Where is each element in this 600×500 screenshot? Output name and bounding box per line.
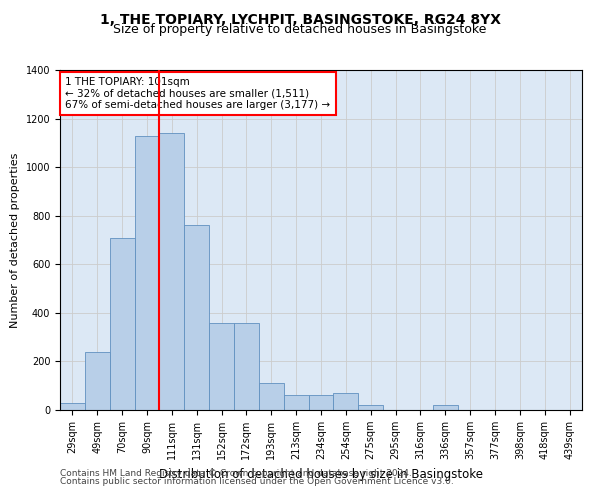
Text: Contains public sector information licensed under the Open Government Licence v3: Contains public sector information licen… xyxy=(60,477,454,486)
Y-axis label: Number of detached properties: Number of detached properties xyxy=(10,152,20,328)
Bar xyxy=(184,226,209,410)
Bar xyxy=(134,136,160,410)
X-axis label: Distribution of detached houses by size in Basingstoke: Distribution of detached houses by size … xyxy=(159,468,483,480)
Bar xyxy=(60,402,85,410)
Bar xyxy=(284,396,308,410)
Bar xyxy=(85,352,110,410)
Text: Contains HM Land Registry data © Crown copyright and database right 2024.: Contains HM Land Registry data © Crown c… xyxy=(60,468,412,477)
Bar xyxy=(259,384,284,410)
Bar xyxy=(160,133,184,410)
Text: 1, THE TOPIARY, LYCHPIT, BASINGSTOKE, RG24 8YX: 1, THE TOPIARY, LYCHPIT, BASINGSTOKE, RG… xyxy=(100,12,500,26)
Bar xyxy=(358,405,383,410)
Bar xyxy=(308,396,334,410)
Bar xyxy=(433,405,458,410)
Bar xyxy=(110,238,134,410)
Text: 1 THE TOPIARY: 101sqm
← 32% of detached houses are smaller (1,511)
67% of semi-d: 1 THE TOPIARY: 101sqm ← 32% of detached … xyxy=(65,77,331,110)
Text: Size of property relative to detached houses in Basingstoke: Size of property relative to detached ho… xyxy=(113,22,487,36)
Bar xyxy=(334,393,358,410)
Bar xyxy=(209,322,234,410)
Bar xyxy=(234,322,259,410)
